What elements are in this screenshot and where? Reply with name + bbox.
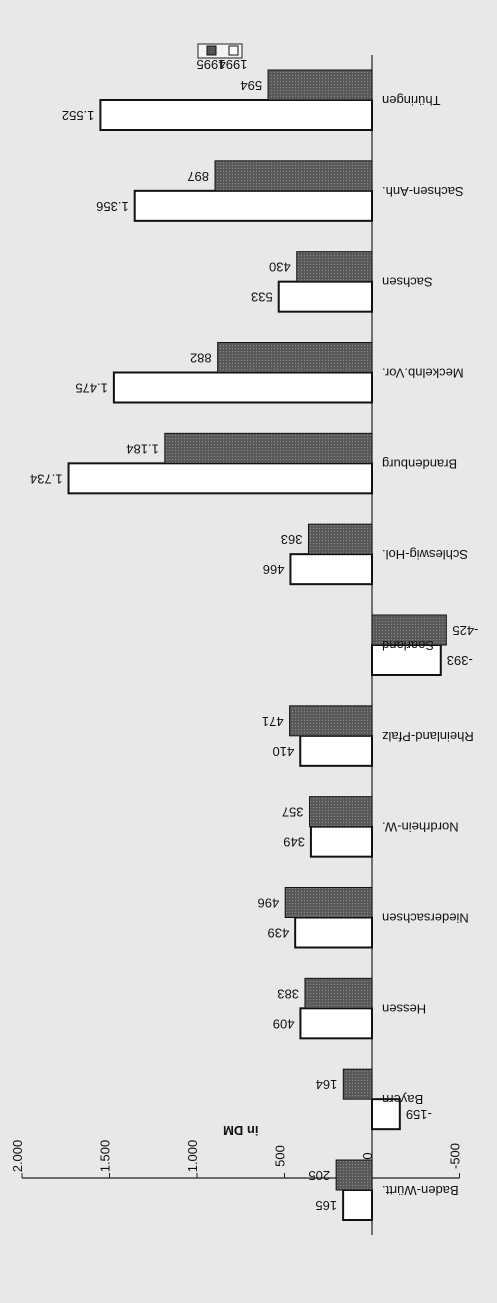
bar-1994-Brandenburg bbox=[67, 462, 373, 495]
value-label-1994-Sachsen: 533 bbox=[251, 290, 273, 305]
category-label-Rheinland-Pfalz: Rheinland-Pfalz bbox=[382, 729, 474, 744]
bar-1994-Nordrhein-W. bbox=[309, 825, 373, 858]
category-label-Bayern: Bayern bbox=[382, 1092, 423, 1107]
value-label-1995-Niedersachsen: 496 bbox=[257, 896, 279, 911]
value-label-1994-Rheinland-Pfalz: 410 bbox=[273, 744, 295, 759]
value-label-1995-Meckelnb.Vor.: 882 bbox=[190, 351, 212, 366]
legend-swatch-1994 bbox=[228, 45, 239, 56]
y-axis-title: in DM bbox=[223, 1123, 258, 1138]
legend-label-1994: 1994 bbox=[219, 57, 248, 72]
bar-1995-Rheinland-Pfalz bbox=[289, 705, 373, 737]
value-label-1994-Brandenburg: 1.734 bbox=[30, 471, 63, 486]
category-label-Meckelnb.Vor.: Meckelnb.Vor. bbox=[382, 366, 464, 381]
value-label-1994-Niedersachsen: 439 bbox=[267, 926, 289, 941]
bar-1994-Sachsen-Anh. bbox=[133, 189, 373, 222]
bar-1995-Thüringen bbox=[267, 69, 373, 101]
bar-1994-Baden-Württ. bbox=[342, 1189, 373, 1221]
category-label-Hessen: Hessen bbox=[382, 1001, 426, 1016]
value-label-1995-Schleswig-Hol.: 363 bbox=[281, 532, 303, 547]
y-tick-label: -500 bbox=[448, 1143, 463, 1169]
legend-label-1995: 1995 bbox=[197, 57, 226, 72]
value-label-1995-Thüringen: 594 bbox=[240, 78, 262, 93]
category-label-Sachsen-Anh.: Sachsen-Anh. bbox=[382, 184, 464, 199]
bar-1995-Baden-Württ. bbox=[335, 1159, 373, 1191]
y-tick-label: 2.000 bbox=[10, 1140, 25, 1173]
value-label-1994-Meckelnb.Vor.: 1.475 bbox=[75, 381, 108, 396]
bar-1995-Hessen bbox=[304, 977, 373, 1009]
category-label-Brandenburg: Brandenburg bbox=[382, 456, 457, 471]
value-label-1994-Baden-Württ.: 165 bbox=[315, 1198, 337, 1213]
y-tick-label: 1.000 bbox=[185, 1140, 200, 1173]
bar-1995-Niedersachsen bbox=[284, 887, 373, 918]
value-label-1995-Saarland: -425 bbox=[452, 623, 478, 638]
value-label-1995-Sachsen-Anh.: 897 bbox=[187, 169, 209, 184]
value-label-1995-Nordrhein-W.: 357 bbox=[282, 805, 304, 820]
bar-1995-Brandenburg bbox=[164, 432, 373, 464]
category-label-Thüringen: Thüringen bbox=[382, 93, 441, 108]
bar-1995-Saarland bbox=[371, 614, 447, 646]
value-label-1994-Hessen: 409 bbox=[273, 1016, 295, 1031]
value-label-1995-Hessen: 383 bbox=[277, 986, 299, 1001]
bar-1995-Nordrhein-W. bbox=[309, 796, 373, 828]
value-label-1995-Bayern: 164 bbox=[316, 1077, 338, 1092]
value-label-1995-Sachsen: 430 bbox=[269, 260, 291, 275]
value-label-1994-Sachsen-Anh.: 1.356 bbox=[96, 199, 129, 214]
bar-1994-Sachsen bbox=[277, 280, 373, 313]
bar-1995-Meckelnb.Vor. bbox=[217, 342, 373, 373]
y-tick-label: 0 bbox=[360, 1152, 375, 1159]
value-label-1994-Thüringen: 1.552 bbox=[62, 108, 95, 123]
bar-1994-Bayern bbox=[370, 1098, 401, 1131]
bar-1995-Sachsen-Anh. bbox=[214, 160, 373, 192]
category-label-Schleswig-Hol.: Schleswig-Hol. bbox=[382, 547, 468, 562]
bar-1994-Thüringen bbox=[99, 99, 373, 131]
y-tick-label: 500 bbox=[273, 1145, 288, 1167]
bar-1994-Meckelnb.Vor. bbox=[112, 371, 373, 404]
value-label-1995-Baden-Württ.: 205 bbox=[308, 1168, 330, 1183]
value-label-1994-Saarland: -393 bbox=[447, 653, 473, 668]
category-label-Saarland: Saarland bbox=[382, 638, 434, 653]
bar-1994-Niedersachsen bbox=[294, 916, 373, 949]
y-tick-label: 1.500 bbox=[98, 1140, 113, 1173]
category-label-Nordrhein-W.: Nordrhein-W. bbox=[382, 820, 459, 835]
value-label-1994-Bayern: -159 bbox=[406, 1107, 432, 1122]
bar-1995-Sachsen bbox=[296, 251, 373, 283]
category-label-Niedersachsen: Niedersachsen bbox=[382, 911, 469, 926]
value-label-1995-Brandenburg: 1.184 bbox=[126, 441, 159, 456]
value-label-1994-Nordrhein-W.: 349 bbox=[283, 835, 305, 850]
bar-1995-Schleswig-Hol. bbox=[307, 523, 373, 555]
value-label-1994-Schleswig-Hol.: 466 bbox=[263, 562, 285, 577]
bar-1994-Schleswig-Hol. bbox=[289, 553, 373, 586]
bar-1994-Hessen bbox=[299, 1007, 373, 1040]
category-label-Sachsen: Sachsen bbox=[382, 275, 433, 290]
category-label-Baden-Württ.: Baden-Württ. bbox=[382, 1183, 459, 1198]
bar-1995-Bayern bbox=[342, 1068, 373, 1100]
bar-1994-Rheinland-Pfalz bbox=[299, 734, 373, 767]
value-label-1995-Rheinland-Pfalz: 471 bbox=[262, 714, 284, 729]
legend-swatch-1995 bbox=[206, 45, 217, 56]
